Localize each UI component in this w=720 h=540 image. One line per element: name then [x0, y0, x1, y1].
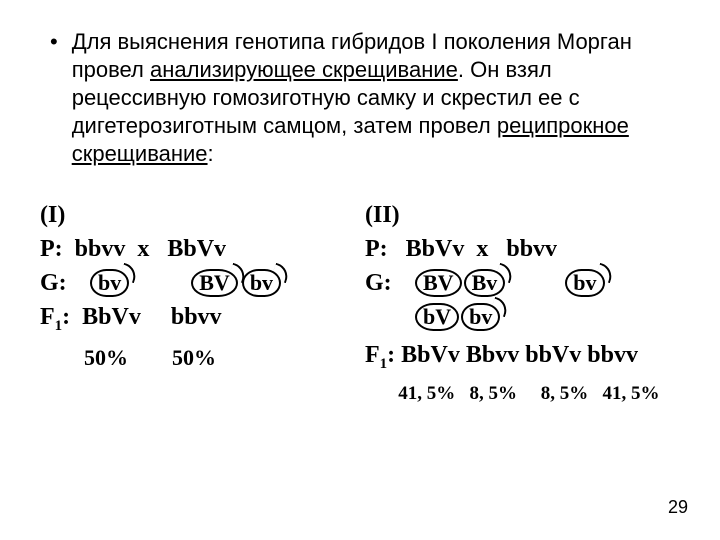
- right-id: (II): [365, 198, 680, 232]
- left-p-val: bbvv x BbVv: [75, 236, 226, 262]
- bullet-text: Для выяснения генотипа гибридов I поколе…: [72, 28, 680, 168]
- left-f-val: BbVv bbvv: [82, 304, 221, 330]
- left-pct: 50% 50%: [40, 343, 355, 373]
- gamete-oval: bv: [242, 269, 281, 297]
- right-f-val: BbVv Bbvv bbVv bbvv: [401, 342, 638, 368]
- crosses-container: (I) P: bbvv x BbVv G: bv BV bv F1: BbVv …: [40, 198, 680, 407]
- gamete-oval: bv: [461, 303, 500, 331]
- right-f-label: F: [365, 342, 380, 368]
- cross-left: (I) P: bbvv x BbVv G: bv BV bv F1: BbVv …: [40, 198, 355, 407]
- bullet-paragraph: • Для выяснения генотипа гибридов I поко…: [40, 28, 680, 168]
- right-g-label: G:: [365, 270, 415, 297]
- right-g-line1: G: BV Bv bv: [365, 266, 680, 300]
- left-id: (I): [40, 198, 355, 232]
- right-pct: 41, 5% 8, 5% 8, 5% 41, 5%: [365, 381, 680, 407]
- gamete-oval: bV: [415, 303, 459, 331]
- left-g-line: G: bv BV bv: [40, 266, 355, 300]
- slide: • Для выяснения генотипа гибридов I поко…: [0, 0, 720, 540]
- text-post: :: [208, 141, 214, 166]
- gamete-oval: BV: [191, 269, 238, 297]
- right-f-line: F1: BbVv Bbvv bbVv bbvv: [365, 338, 680, 381]
- left-p-line: P: bbvv x BbVv: [40, 232, 355, 266]
- left-p-label: P:: [40, 236, 63, 262]
- page-number: 29: [668, 497, 688, 518]
- left-f-sep: :: [62, 304, 70, 330]
- left-f-line: F1: BbVv bbvv: [40, 300, 355, 343]
- gamete-oval: Bv: [464, 269, 506, 297]
- text-underline-1: анализирующее скрещивание: [150, 57, 458, 82]
- gamete-oval: bv: [90, 269, 129, 297]
- left-f-label: F: [40, 304, 55, 330]
- right-f-sep: :: [387, 342, 395, 368]
- right-p-label: P:: [365, 236, 388, 262]
- right-p-val: BbVv x bbvv: [406, 236, 557, 262]
- gamete-oval: BV: [415, 269, 462, 297]
- right-g-line2: bV bv: [365, 300, 680, 334]
- left-g-label: G:: [40, 270, 90, 297]
- cross-right: (II) P: BbVv x bbvv G: BV Bv bv bV bv F1…: [355, 198, 680, 407]
- gamete-oval: bv: [565, 269, 604, 297]
- right-p-line: P: BbVv x bbvv: [365, 232, 680, 266]
- bullet-marker: •: [50, 28, 58, 56]
